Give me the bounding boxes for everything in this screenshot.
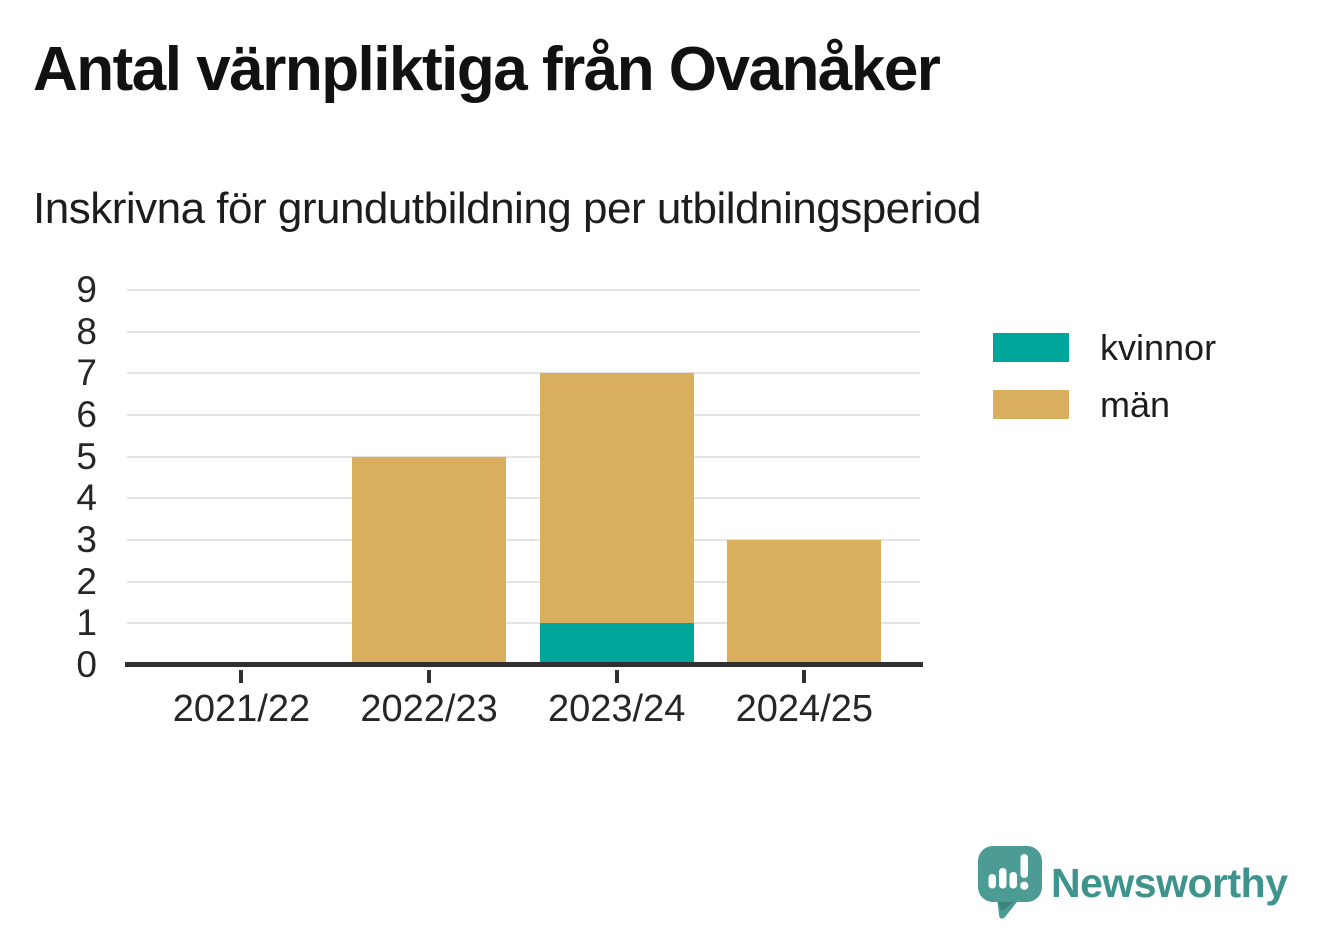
y-tick-label: 7 <box>76 352 97 394</box>
x-tick-label: 2022/23 <box>360 688 498 730</box>
legend: kvinnor män <box>993 329 1216 447</box>
y-tick-label: 1 <box>76 602 97 644</box>
chart-subtitle: Inskrivna för grundutbildning per utbild… <box>33 184 982 233</box>
x-axis-tick <box>614 670 619 683</box>
gridline <box>127 539 920 541</box>
legend-label: kvinnor <box>1100 326 1217 368</box>
gridline <box>127 622 920 625</box>
x-tick-label: 2021/22 <box>172 688 311 730</box>
y-tick-label: 6 <box>76 393 97 435</box>
x-axis-labels: 2021/22 2022/23 2023/24 2024/25 <box>125 690 920 736</box>
y-tick-label: 9 <box>76 268 97 310</box>
bar-segment-kvinnor <box>539 623 694 665</box>
x-tick-label: 2024/25 <box>735 688 873 730</box>
x-tick-label: 2023/24 <box>548 688 686 730</box>
y-tick-label: 8 <box>76 310 97 352</box>
gridline <box>127 580 920 583</box>
legend-item-män: män <box>993 386 1216 422</box>
legend-swatch <box>993 390 1069 419</box>
newsworthy-logo-text: Newsworthy <box>1051 859 1288 906</box>
x-axis-tick <box>427 670 432 683</box>
x-axis-tick <box>802 670 807 683</box>
y-tick-label: 3 <box>76 518 97 560</box>
gridline <box>127 455 920 458</box>
gridline <box>127 330 920 333</box>
legend-item-kvinnor: kvinnor <box>993 329 1216 365</box>
chart-title: Antal värnpliktiga från Ovanåker <box>33 35 941 104</box>
bar-segment-män <box>727 540 882 665</box>
y-tick-label: 4 <box>76 477 97 519</box>
y-tick-label: 5 <box>76 435 97 477</box>
newsworthy-logo-icon <box>978 846 1042 919</box>
y-tick-label: 0 <box>76 643 97 685</box>
bar-segment-män <box>352 456 507 665</box>
x-axis-line <box>125 662 923 667</box>
x-axis-tick <box>239 670 244 683</box>
gridline <box>127 414 920 416</box>
bar-segment-män <box>539 373 694 624</box>
plot-area <box>125 289 923 683</box>
gridline <box>127 497 920 500</box>
gridline <box>127 372 920 375</box>
newsworthy-logo: Newsworthy <box>977 845 1288 921</box>
legend-label: män <box>1100 383 1171 425</box>
gridline <box>127 289 920 291</box>
y-tick-label: 2 <box>76 560 97 602</box>
legend-swatch <box>993 333 1069 362</box>
